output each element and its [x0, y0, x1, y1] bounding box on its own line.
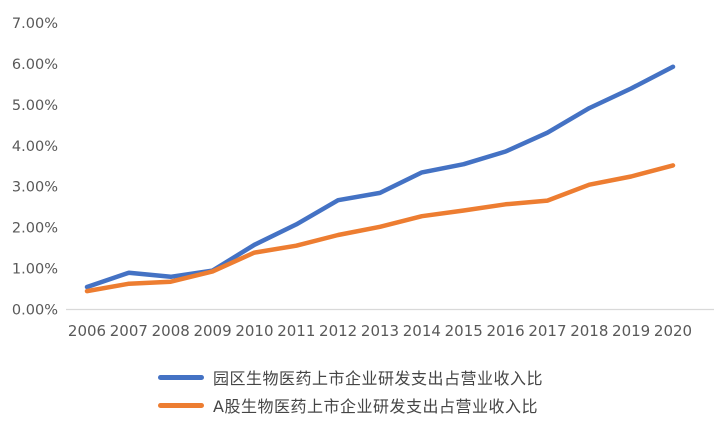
x-tick-label: 2020 [654, 322, 692, 340]
x-tick-label: 2018 [570, 322, 608, 340]
legend-item-park-series: 园区生物医药上市企业研发支出占营业收入比 [158, 363, 543, 391]
x-tick-label: 2010 [235, 322, 273, 340]
x-tick-label: 2009 [193, 322, 231, 340]
legend-line-swatch-blue [158, 374, 204, 380]
y-tick-label: 2.00% [12, 221, 58, 237]
x-tick-label: 2016 [486, 322, 524, 340]
x-tick-label: 2012 [319, 322, 357, 340]
y-tick-label: 1.00% [12, 262, 58, 278]
legend-label-park-series: 园区生物医药上市企业研发支出占营业收入比 [213, 369, 544, 388]
y-tick-label: 0.00% [12, 303, 58, 319]
legend: 园区生物医药上市企业研发支出占营业收入比 A股生物医药上市企业研发支出占营业收入… [158, 363, 543, 419]
x-tick-label: 2013 [361, 322, 399, 340]
x-tick-label: 2019 [612, 322, 650, 340]
series-line-park [84, 64, 676, 290]
x-tick-label: 2007 [110, 322, 148, 340]
y-tick-label: 6.00% [12, 57, 58, 73]
y-tick-label: 4.00% [12, 139, 58, 155]
x-tick-label: 2008 [152, 322, 190, 340]
legend-item-ashare-series: A股生物医药上市企业研发支出占营业收入比 [158, 391, 543, 419]
y-tick-label: 7.00% [12, 16, 58, 32]
series-line-ashare [84, 163, 676, 294]
y-tick-label: 3.00% [12, 180, 58, 196]
x-tick-label: 2006 [68, 322, 106, 340]
x-tick-label: 2011 [277, 322, 315, 340]
y-tick-label: 5.00% [12, 98, 58, 114]
legend-line-swatch-orange [158, 402, 204, 408]
legend-label-ashare-series: A股生物医药上市企业研发支出占营业收入比 [213, 397, 538, 416]
x-tick-label: 2014 [403, 322, 441, 340]
x-tick-label: 2017 [528, 322, 566, 340]
x-tick-label: 2015 [445, 322, 483, 340]
